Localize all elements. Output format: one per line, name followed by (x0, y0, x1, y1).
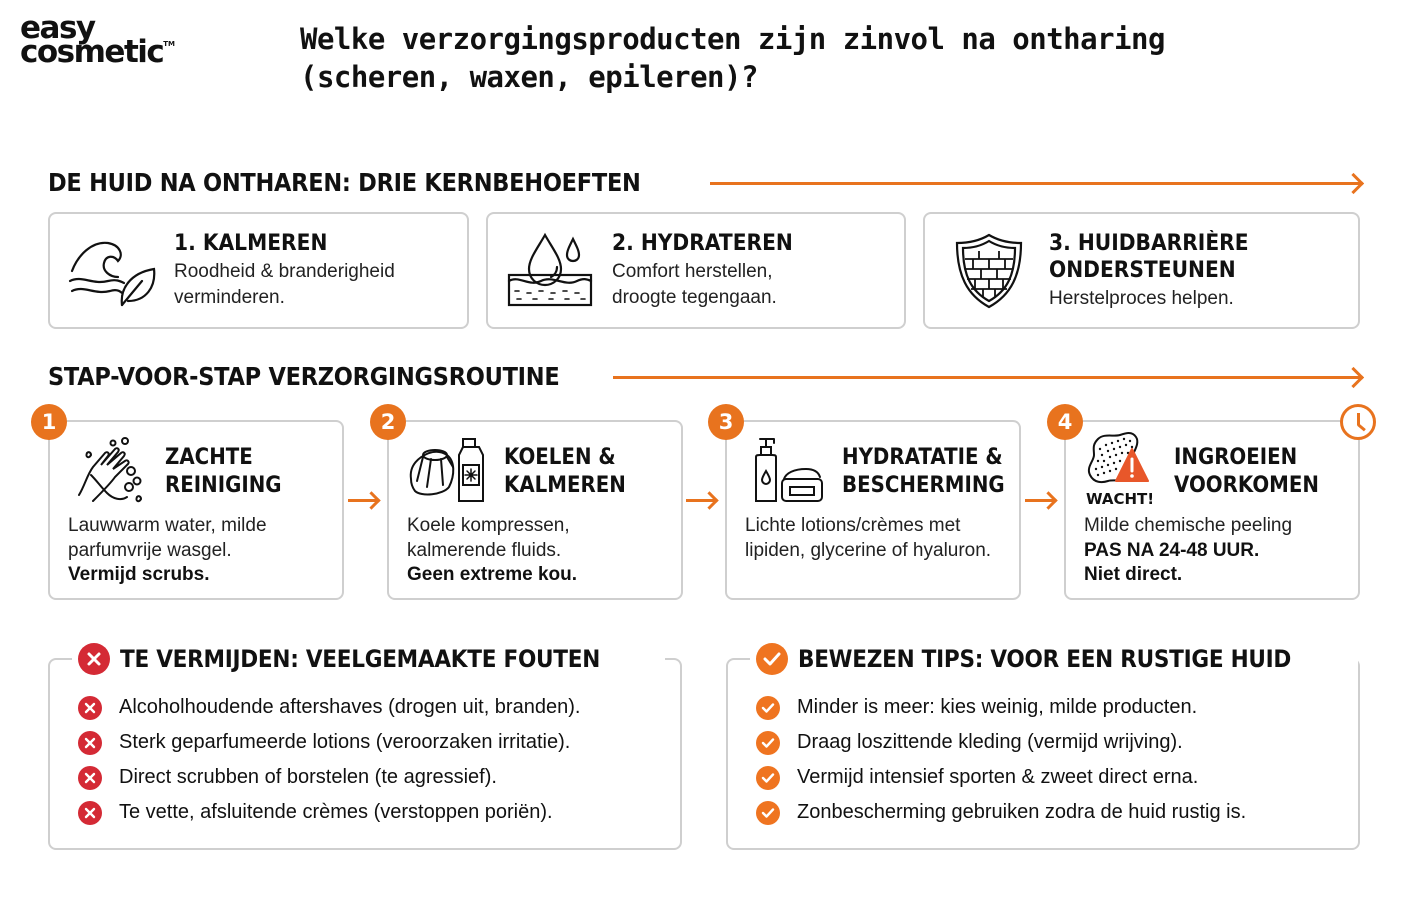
avoid-item: Direct scrubben of borstelen (te agressi… (78, 760, 580, 795)
ice-pack-bottle-icon (405, 434, 493, 508)
need-desc: Roodheid & branderigheid verminderen. (174, 261, 395, 308)
x-circle-icon (78, 643, 110, 675)
step-number-badge: 4 (1047, 404, 1083, 440)
avoid-mistakes-box: TE VERMIJDEN: VEELGEMAAKTE FOUTEN Alcoho… (48, 638, 682, 850)
step-emphasis: Geen extreme kou. (407, 564, 578, 585)
trademark: TM (163, 40, 176, 49)
needs-section-heading: DE HUID NA ONTHAREN: DRIE KERNBEHOEFTEN (48, 168, 706, 197)
check-circle-icon (756, 765, 780, 790)
x-circle-icon (78, 695, 102, 720)
tip-item: Minder is meer: kies weinig, milde produ… (756, 690, 1246, 725)
step-arrow-icon (1025, 499, 1055, 502)
need-card-barrier: 3. HUIDBARRIÈRE ONDERSTEUNEN Herstelproc… (923, 212, 1360, 329)
tips-heading: BEWEZEN TIPS: VOOR EEN RUSTIGE HUID (750, 638, 1358, 680)
need-card-calm: 1. KALMEREN Roodheid & branderigheid ver… (48, 212, 469, 329)
step-number-badge: 3 (708, 404, 744, 440)
step-title: INGROEIEN VOORKOMEN (1174, 445, 1319, 498)
step-arrow-icon (348, 499, 378, 502)
logo-line-1: easy (20, 10, 96, 46)
need-title: 3. HUIDBARRIÈRE (1049, 230, 1249, 256)
avoid-heading: TE VERMIJDEN: VEELGEMAAKTE FOUTEN (72, 638, 666, 680)
step-desc: Koele kompressen, kalmerende fluids. Geen… (407, 515, 578, 585)
need-card-hydrate: 2. HYDRATEREN Comfort herstellen, droogt… (486, 212, 906, 329)
step-title: HYDRATATIE & BESCHERMING (842, 445, 1005, 498)
step-number-badge: 1 (31, 404, 67, 440)
step-title: KOELEN & KALMEREN (504, 445, 626, 498)
section-arrow-icon (613, 376, 1360, 379)
avoid-item: Te vette, afsluitende crèmes (verstoppen… (78, 795, 580, 830)
step-desc: Milde chemische peeling PAS NA 24-48 UUR… (1084, 515, 1293, 585)
step-emphasis: Niet direct. (1084, 564, 1183, 585)
wait-warning-label: WACHT! (1086, 490, 1155, 508)
check-circle-icon (756, 730, 780, 755)
check-circle-icon (756, 800, 780, 825)
brand-logo: easy cosmeticTM (20, 13, 176, 68)
washing-hands-icon (66, 434, 154, 508)
section-arrow-icon (710, 182, 1360, 185)
x-circle-icon (78, 800, 102, 825)
step-card-hydration: HYDRATATIE & BESCHERMING Lichte lotions/c… (725, 420, 1021, 600)
step-card-cleansing: ZACHTE REINIGING Lauwwarm water, milde pa… (48, 420, 344, 600)
clock-icon (1340, 404, 1376, 440)
avoid-item: Alcoholhoudende aftershaves (drogen uit,… (78, 690, 580, 725)
needs-heading-text: DE HUID NA ONTHAREN: DRIE KERNBEHOEFTEN (48, 168, 641, 197)
proven-tips-box: BEWEZEN TIPS: VOOR EEN RUSTIGE HUID Mind… (726, 638, 1360, 850)
routine-heading-text: STAP-VOOR-STAP VERZORGINGSROUTINE (48, 362, 560, 391)
step-title: ZACHTE REINIGING (165, 445, 282, 498)
avoid-item: Sterk geparfumeerde lotions (veroorzaken… (78, 725, 580, 760)
pump-bottle-jar-icon (743, 434, 831, 508)
logo-line-2: cosmetic (20, 34, 165, 71)
x-circle-icon (78, 730, 102, 755)
x-circle-icon (78, 765, 102, 790)
need-desc: Comfort herstellen, droogte tegengaan. (612, 261, 777, 308)
water-drop-skin-icon (502, 231, 602, 311)
step-arrow-icon (686, 499, 716, 502)
check-circle-icon (756, 695, 780, 720)
need-title-line-2: ONDERSTEUNEN (1049, 257, 1236, 283)
need-desc: Herstelproces helpen. (1049, 287, 1234, 309)
page-title: Welke verzorgingsproducten zijn zinvol n… (300, 22, 1165, 94)
need-title: 1. KALMEREN (174, 231, 328, 256)
wave-leaf-icon (64, 233, 164, 309)
shield-brick-icon (939, 231, 1039, 311)
step-emphasis: Vermijd scrubs. (68, 564, 210, 585)
check-circle-icon (756, 643, 788, 675)
step-number-badge: 2 (370, 404, 406, 440)
routine-section-heading: STAP-VOOR-STAP VERZORGINGSROUTINE (48, 362, 616, 391)
step-card-ingrown: WACHT! INGROEIEN VOORKOMEN Milde chemisch… (1064, 420, 1360, 600)
peeling-pad-warning-icon (1080, 428, 1168, 490)
tip-item: Vermijd intensief sporten & zweet direct… (756, 760, 1246, 795)
tip-item: Zonbescherming gebruiken zodra de huid r… (756, 795, 1246, 830)
step-card-cooling: KOELEN & KALMEREN Koele kompressen, kalme… (387, 420, 683, 600)
tip-item: Draag loszittende kleding (vermijd wrijv… (756, 725, 1246, 760)
step-emphasis: PAS NA 24-48 UUR. (1084, 539, 1260, 561)
need-title: 2. HYDRATEREN (612, 231, 793, 256)
step-desc: Lauwwarm water, milde parfumvrije wasgel… (68, 515, 267, 585)
step-desc: Lichte lotions/crèmes met lipiden, glyce… (745, 515, 992, 561)
